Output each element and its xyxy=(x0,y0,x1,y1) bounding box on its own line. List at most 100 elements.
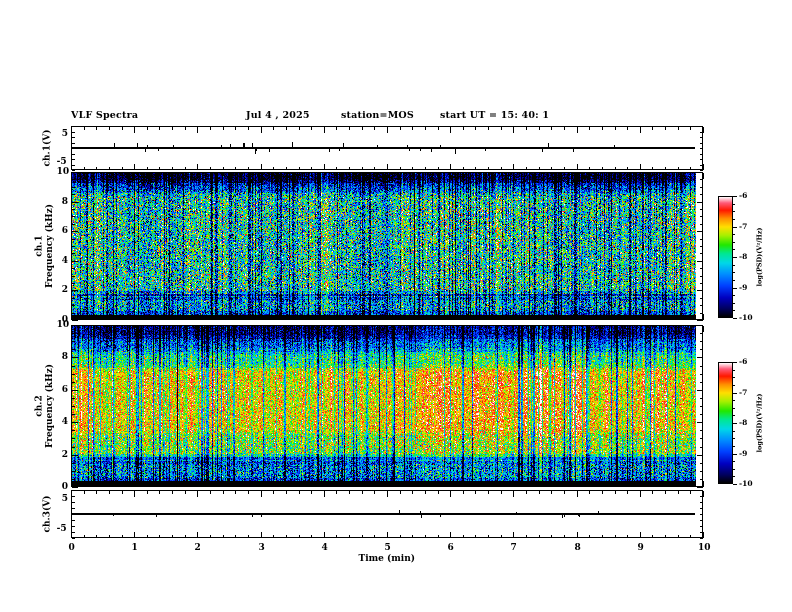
x-tick xyxy=(185,127,186,130)
x-tick xyxy=(273,127,274,130)
x-tick xyxy=(564,491,565,494)
x-tick xyxy=(159,535,160,538)
x-tick xyxy=(652,317,653,320)
x-tick xyxy=(425,167,426,170)
x-tick xyxy=(235,127,236,130)
x-tick xyxy=(665,167,666,170)
x-tick xyxy=(248,167,249,170)
y-tick xyxy=(697,231,703,232)
ch2-colorbar-minor-tick xyxy=(733,469,735,470)
y-tick xyxy=(700,463,703,464)
x-tick xyxy=(678,173,679,176)
x-tick xyxy=(526,484,527,487)
x-tick xyxy=(172,484,173,487)
x-tick xyxy=(526,491,527,494)
x-tick xyxy=(690,326,691,329)
x-tick xyxy=(261,481,262,487)
x-tick xyxy=(551,484,552,487)
x-tick xyxy=(564,535,565,538)
x-tick xyxy=(513,532,514,538)
x-tick xyxy=(589,535,590,538)
figure-title: VLF Spectra xyxy=(71,110,139,121)
y-freq-label-2: 2 xyxy=(61,450,69,460)
x-tick xyxy=(248,127,249,130)
y-freq-label-6: 6 xyxy=(61,226,69,236)
x-tick xyxy=(122,127,123,130)
x-tick xyxy=(387,164,388,170)
x-tick xyxy=(640,491,641,497)
y-tick xyxy=(72,502,75,503)
x-tick xyxy=(513,127,514,133)
y-tick xyxy=(72,341,75,342)
x-tick xyxy=(324,173,325,179)
x-tick xyxy=(261,164,262,170)
y-tick xyxy=(700,341,703,342)
x-tick xyxy=(400,317,401,320)
figure-start-ut: start UT = 15: 40: 1 xyxy=(440,110,550,121)
y-freq-label-0: 0 xyxy=(61,482,69,492)
y-tick xyxy=(700,526,703,527)
x-tick xyxy=(703,164,704,170)
y-tick xyxy=(700,430,703,431)
x-tick xyxy=(589,167,590,170)
y-tick-label--5: -5 xyxy=(56,157,67,167)
figure-date: Jul 4 , 2025 xyxy=(246,110,310,121)
x-tick xyxy=(602,491,603,494)
x-tick xyxy=(286,173,287,176)
x-tick xyxy=(235,173,236,176)
x-tick xyxy=(425,326,426,329)
y-tick xyxy=(697,172,703,173)
x-tick xyxy=(589,173,590,176)
x-tick xyxy=(564,127,565,130)
x-tick xyxy=(235,491,236,494)
x-tick xyxy=(678,167,679,170)
ch1-colorbar-gradient xyxy=(719,197,732,317)
x-tick xyxy=(172,326,173,329)
x-tick xyxy=(438,127,439,130)
x-tick xyxy=(134,164,135,170)
x-tick xyxy=(501,484,502,487)
x-tick xyxy=(539,484,540,487)
x-tick xyxy=(615,127,616,130)
x-tick xyxy=(425,484,426,487)
x-tick xyxy=(311,167,312,170)
x-tick xyxy=(134,173,135,179)
x-tick xyxy=(615,484,616,487)
x-tick xyxy=(185,535,186,538)
y-freq-label-4: 4 xyxy=(61,256,69,266)
x-tick xyxy=(475,535,476,538)
x-tick-label-8: 8 xyxy=(574,543,581,553)
y-tick xyxy=(72,487,78,488)
x-tick xyxy=(488,484,489,487)
x-tick xyxy=(84,326,85,329)
x-tick xyxy=(425,127,426,130)
x-tick xyxy=(615,535,616,538)
x-tick xyxy=(349,484,350,487)
y-tick xyxy=(72,202,78,203)
x-tick xyxy=(412,317,413,320)
x-tick xyxy=(627,173,628,176)
x-tick xyxy=(589,491,590,494)
y-freq-label-6: 6 xyxy=(61,385,69,395)
y-tick xyxy=(72,143,75,144)
ch1-colorbar-minor-tick xyxy=(733,272,735,273)
x-tick-label-3: 3 xyxy=(258,543,265,553)
y-tick xyxy=(700,406,703,407)
x-tick xyxy=(159,173,160,176)
x-tick xyxy=(159,317,160,320)
x-tick xyxy=(210,326,211,329)
x-tick xyxy=(147,317,148,320)
x-tick xyxy=(134,532,135,538)
y-tick xyxy=(72,406,75,407)
x-tick xyxy=(602,167,603,170)
y-tick xyxy=(697,455,703,456)
x-tick xyxy=(235,317,236,320)
x-tick xyxy=(223,127,224,130)
ch2-colorbar-minor-tick xyxy=(733,370,735,371)
ch1-colorbar-minor-tick xyxy=(733,219,735,220)
x-tick xyxy=(450,481,451,487)
y-tick xyxy=(700,349,703,350)
y-tick xyxy=(72,357,78,358)
x-tick xyxy=(374,167,375,170)
x-tick xyxy=(109,167,110,170)
